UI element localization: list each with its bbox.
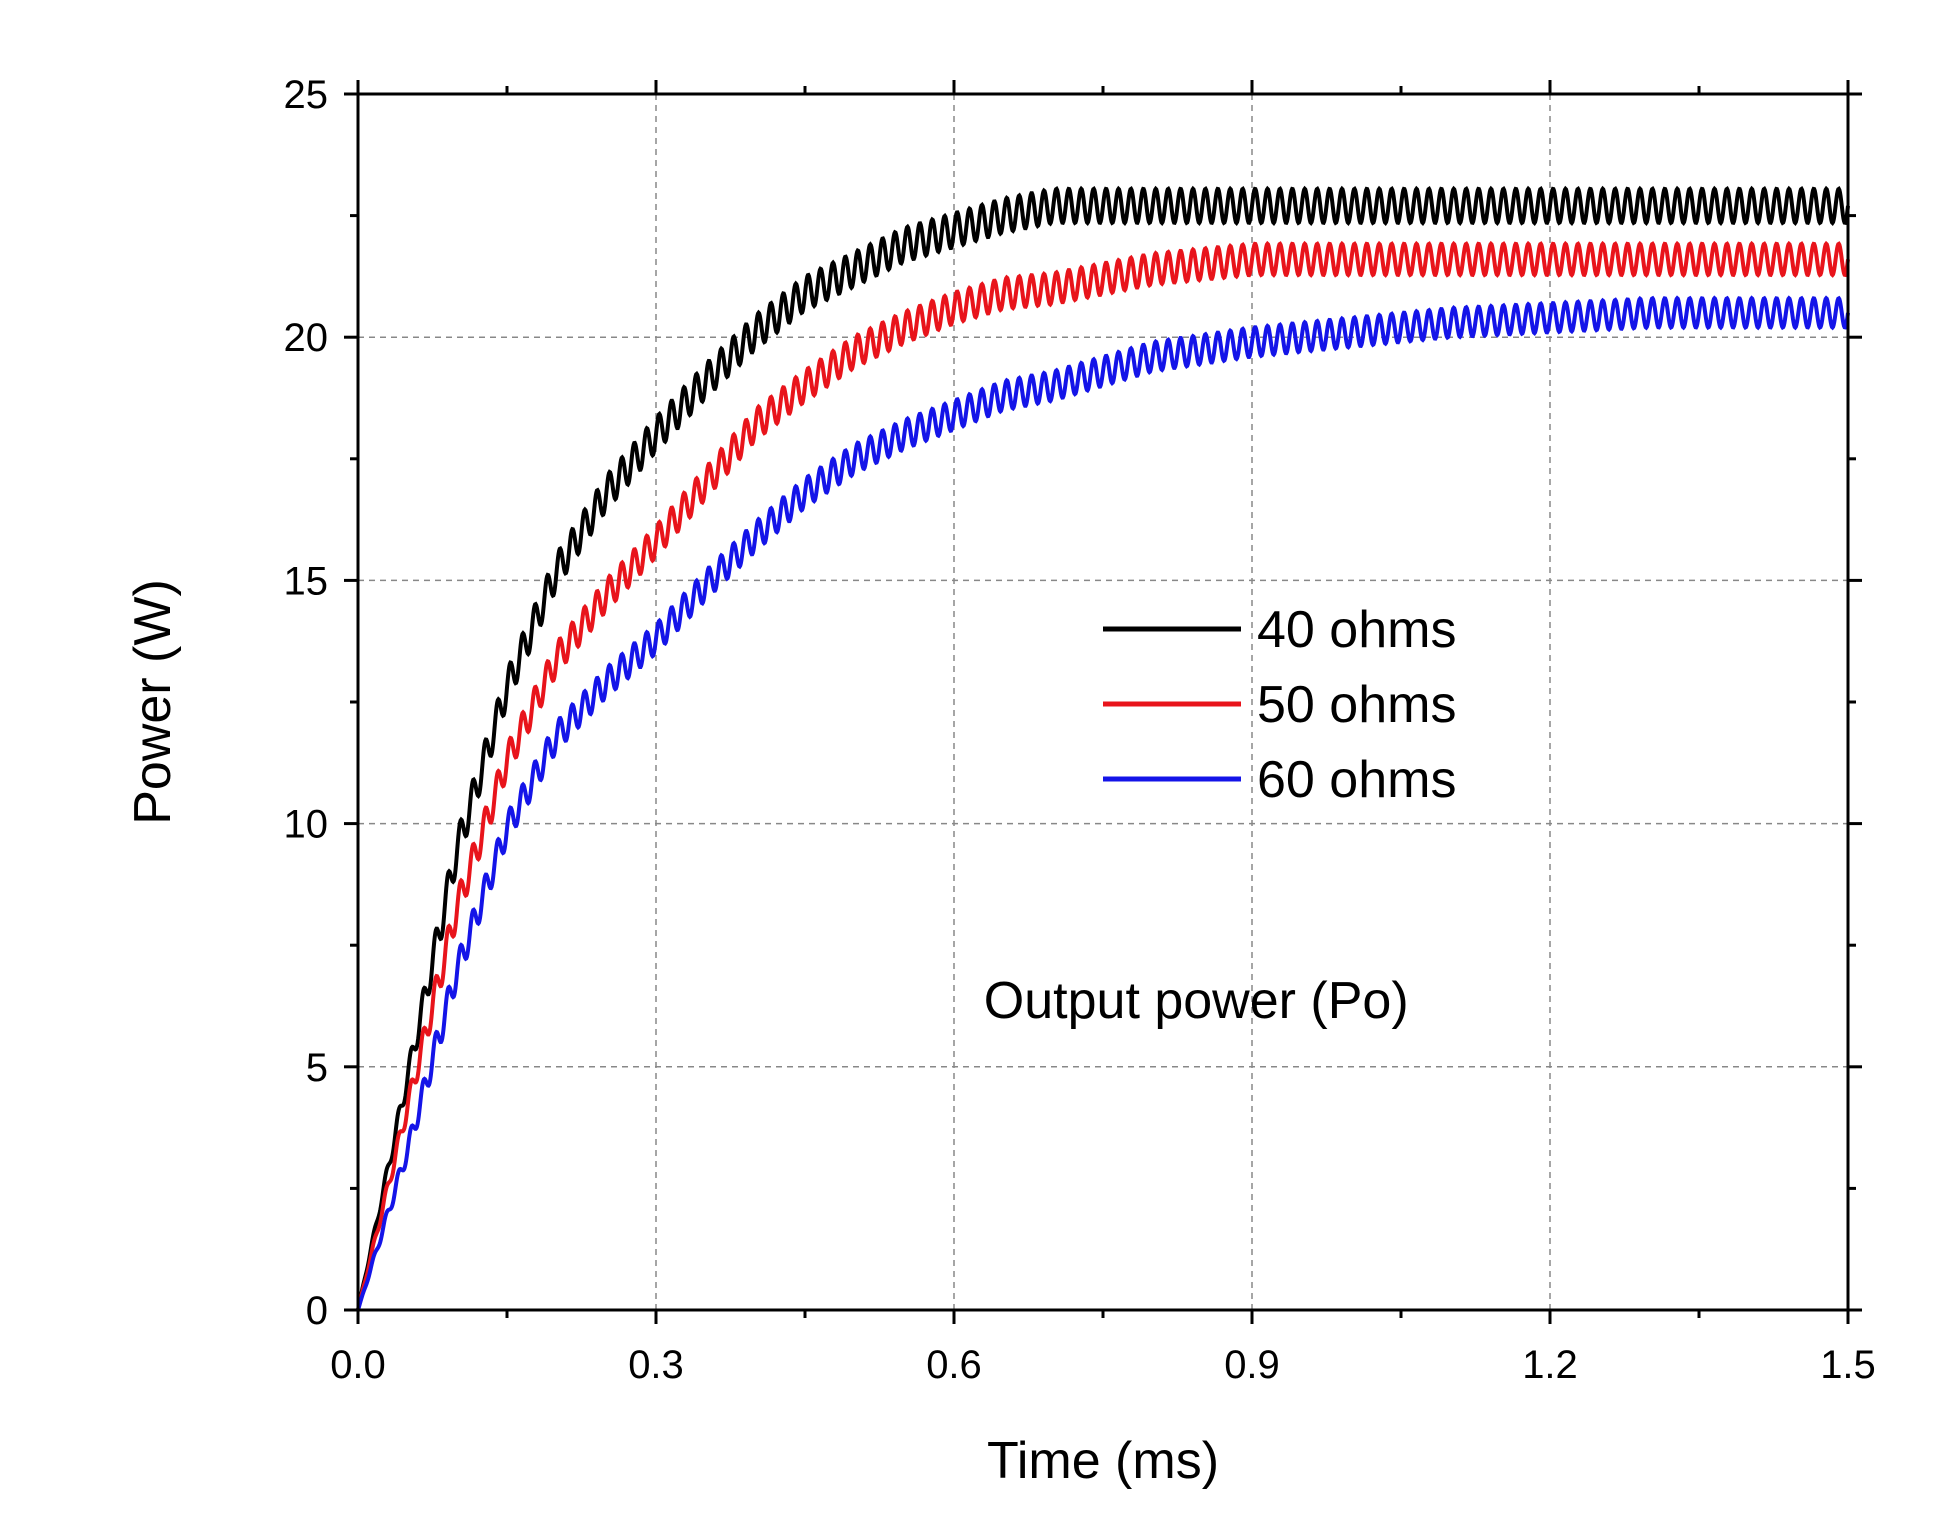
y-tick-label: 15 [284, 559, 329, 603]
x-tick-label: 1.5 [1820, 1343, 1876, 1387]
series-line-40-ohms [356, 185, 1850, 1311]
series-lines [356, 185, 1850, 1311]
series-line-50-ohms [356, 240, 1850, 1311]
legend-label: 60 ohms [1257, 751, 1456, 809]
chart-annotation: Output power (Po) [984, 972, 1409, 1030]
y-axis-label: Power (W) [124, 579, 182, 825]
axis-ticks: 0.0 0.3 0.6 0.9 1.2 1.5 0 5 10 15 20 25 [284, 73, 1876, 1387]
y-tick-label: 0 [306, 1289, 328, 1333]
y-tick-label: 20 [284, 316, 329, 360]
legend-label: 40 ohms [1257, 601, 1456, 659]
y-tick-label: 5 [306, 1046, 328, 1090]
y-tick-label: 25 [284, 73, 329, 117]
x-tick-label: 0.6 [926, 1343, 982, 1387]
legend-label: 50 ohms [1257, 676, 1456, 734]
y-tick-label: 10 [284, 803, 329, 847]
legend: 40 ohms 50 ohms 60 ohms [1103, 601, 1456, 809]
x-axis-label: Time (ms) [987, 1432, 1219, 1490]
series-line-60-ohms [356, 295, 1850, 1311]
x-tick-label: 0.9 [1224, 1343, 1280, 1387]
x-tick-label: 1.2 [1522, 1343, 1578, 1387]
x-tick-label: 0.3 [628, 1343, 684, 1387]
x-tick-label: 0.0 [330, 1343, 386, 1387]
